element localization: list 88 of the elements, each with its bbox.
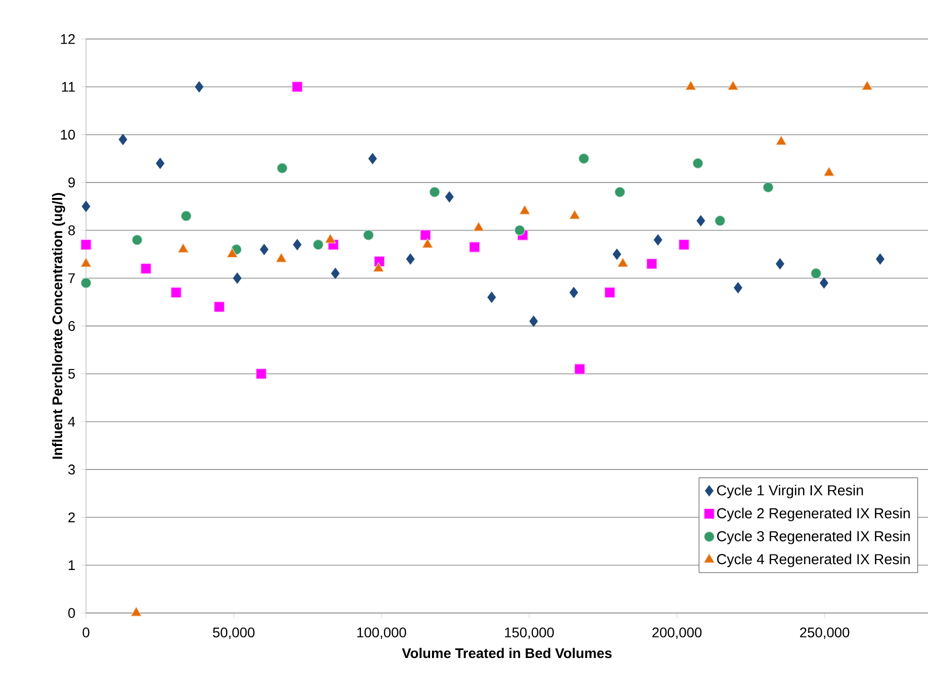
point xyxy=(469,242,480,252)
legend-label: Cycle 4 Regenerated IX Resin xyxy=(717,554,910,568)
x-axis-title: Volume Treated in Bed Volumes xyxy=(402,648,612,658)
point xyxy=(80,239,92,250)
point xyxy=(617,258,628,268)
point xyxy=(445,191,454,203)
y-tick-label: 10 xyxy=(61,130,75,140)
point xyxy=(156,158,164,170)
point xyxy=(824,166,835,176)
x-tick-label: 50,000 xyxy=(212,628,255,640)
point xyxy=(646,258,658,270)
y-axis-title: Influent Perchlorate Concentration (ug/l) xyxy=(52,193,66,459)
point xyxy=(714,215,726,226)
point xyxy=(612,248,622,260)
point xyxy=(80,278,92,288)
point xyxy=(776,136,787,146)
point xyxy=(178,243,189,253)
point xyxy=(276,162,288,174)
point xyxy=(692,158,704,169)
point xyxy=(406,253,415,265)
point xyxy=(292,82,303,92)
point xyxy=(569,210,580,220)
point xyxy=(80,258,92,268)
y-tick-label: 1 xyxy=(68,560,75,570)
point xyxy=(312,239,324,250)
y-tick-label: 9 xyxy=(68,178,75,188)
legend-label: Cycle 1 Virgin IX Resin xyxy=(717,484,863,498)
point xyxy=(604,287,616,298)
point xyxy=(685,80,696,90)
x-tick-label: 250,000 xyxy=(800,628,850,640)
point xyxy=(324,234,336,244)
x-tick-label: 100,000 xyxy=(357,628,406,640)
x-tick-label: 200,000 xyxy=(652,628,702,640)
y-tick-label: 2 xyxy=(68,512,75,522)
point xyxy=(810,268,822,279)
y-tick-label: 4 xyxy=(68,416,76,426)
point xyxy=(776,258,784,270)
point xyxy=(728,80,739,90)
point xyxy=(696,215,706,226)
point xyxy=(654,234,662,246)
point xyxy=(180,210,192,222)
point xyxy=(276,252,287,262)
point xyxy=(862,80,873,90)
point xyxy=(876,253,884,265)
x-tick-label: 150,000 xyxy=(505,628,554,640)
point xyxy=(214,302,225,312)
point xyxy=(519,204,530,214)
point xyxy=(429,186,440,198)
point xyxy=(514,225,526,236)
legend-label: Cycle 3 Regenerated IX Resin xyxy=(717,530,910,544)
point xyxy=(422,238,434,248)
y-tick-label: 3 xyxy=(68,464,75,474)
point xyxy=(82,200,90,212)
y-tick-label: 7 xyxy=(68,273,75,283)
y-tick-label: 12 xyxy=(61,34,75,44)
point xyxy=(368,152,377,164)
legend-label: Cycle 2 Regenerated IX Resin xyxy=(717,508,910,522)
point xyxy=(820,277,828,289)
point xyxy=(256,368,266,380)
point xyxy=(232,272,242,284)
y-tick-label: 6 xyxy=(68,321,75,331)
point xyxy=(678,239,690,250)
point xyxy=(762,182,774,193)
y-tick-label: 0 xyxy=(68,608,75,618)
y-tick-label: 5 xyxy=(68,368,75,379)
point xyxy=(578,153,590,164)
point xyxy=(132,234,142,246)
point xyxy=(363,230,374,240)
point xyxy=(331,268,340,280)
point xyxy=(420,230,431,240)
point xyxy=(487,292,496,303)
y-tick-label: 11 xyxy=(62,82,75,92)
point xyxy=(140,263,152,274)
y-tick-label: 8 xyxy=(68,225,75,236)
point xyxy=(292,238,302,250)
point xyxy=(170,287,182,298)
point xyxy=(372,262,384,272)
point xyxy=(569,286,578,298)
point xyxy=(118,134,128,146)
point xyxy=(473,222,484,232)
point xyxy=(260,244,268,256)
point xyxy=(574,364,585,374)
point xyxy=(734,282,742,294)
x-tick-label: 0 xyxy=(82,628,90,638)
point xyxy=(529,316,538,327)
point xyxy=(226,248,238,258)
point xyxy=(614,186,626,198)
point xyxy=(194,81,204,93)
